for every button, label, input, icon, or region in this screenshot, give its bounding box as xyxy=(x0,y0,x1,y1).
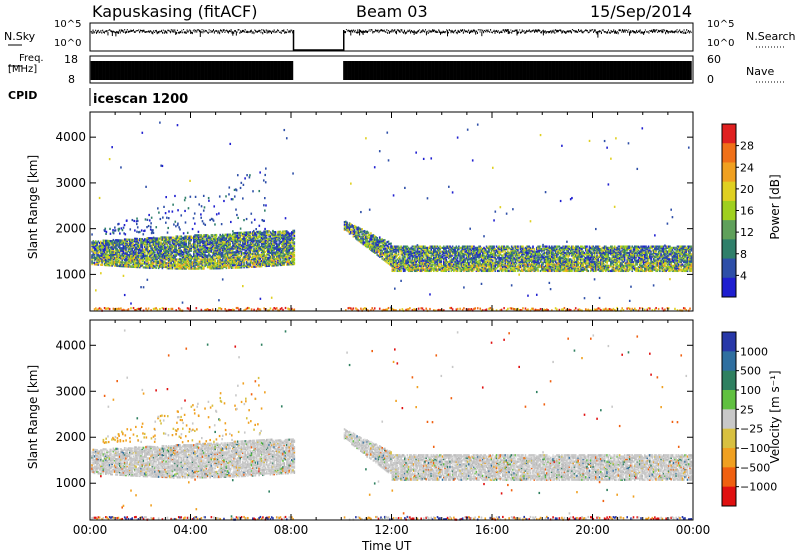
power-colorbar-segment-4 xyxy=(722,200,736,221)
velocity-colorbar-segment-1 xyxy=(722,351,736,372)
velocity-colorbar-segment-0 xyxy=(722,332,736,352)
nsearch-tick-top: 10^5 xyxy=(707,19,735,30)
velocity-ytick-label-3: 4000 xyxy=(55,338,86,352)
station-title: Kapuskasing (fitACF) xyxy=(92,2,258,21)
velocity-colorbar-segment-7 xyxy=(722,467,736,488)
power-colorbar-segment-5 xyxy=(722,220,736,240)
power-ytick-label-3: 4000 xyxy=(55,130,86,144)
power-colorbar-segment-8 xyxy=(722,277,736,298)
power-echoes xyxy=(91,121,693,312)
power-colorbar-tick-label-5: 24 xyxy=(740,161,754,174)
x-tick-label-0: 00:00 xyxy=(73,523,108,537)
velocity-colorbar-tick-label-6: −500 xyxy=(740,461,770,474)
velocity-colorbar-tick-label-3: 25 xyxy=(740,403,754,416)
nsky-tick-bottom: 10^0 xyxy=(54,38,82,49)
velocity-ytick-label-0: 1000 xyxy=(55,476,86,490)
velocity-colorbar-segment-8 xyxy=(722,486,736,507)
power-panel-bg xyxy=(90,112,693,311)
freq-unit: [MHz] xyxy=(8,64,38,75)
power-colorbar-tick-label-4: 20 xyxy=(740,183,754,196)
power-colorbar-tick-label-0: 4 xyxy=(740,269,747,282)
power-colorbar-tick-label-6: 28 xyxy=(740,140,754,153)
x-tick-label-5: 20:00 xyxy=(575,523,610,537)
x-axis-label: Time UT xyxy=(362,539,412,553)
power-colorbar-tick-label-3: 16 xyxy=(740,205,754,218)
power-colorbar-segment-0 xyxy=(722,124,736,144)
power-colorbar-segment-6 xyxy=(722,239,736,260)
date-title: 15/Sep/2014 xyxy=(590,2,693,21)
x-tick-label-6: 00:00 xyxy=(676,523,711,537)
power-ytick-label-0: 1000 xyxy=(55,267,86,281)
velocity-colorbar-tick-label-1: 500 xyxy=(740,365,761,378)
nsearch-tick-bottom: 10^0 xyxy=(707,38,735,49)
velocity-colorbar-segment-5 xyxy=(722,428,736,449)
velocity-colorbar-segment-3 xyxy=(722,390,736,410)
power-colorbar-segment-7 xyxy=(722,258,736,279)
power-colorbar-tick-label-2: 12 xyxy=(740,226,754,239)
cpid-value: icescan 1200 xyxy=(93,92,189,107)
nsearch-label: N.Search xyxy=(746,30,796,43)
velocity-colorbar-tick-label-7: −1000 xyxy=(740,481,777,494)
nsky-panel-trace xyxy=(90,29,692,38)
velocity-colorbar-tick-label-4: −25 xyxy=(740,423,763,436)
nsky-panel-frame xyxy=(89,22,694,52)
nsky-label: N.Sky xyxy=(4,30,36,43)
velocity-colorbar-tick-label-5: −100 xyxy=(740,442,770,455)
velocity-colorbar-segment-4 xyxy=(722,409,736,430)
nave-tick-bottom: 0 xyxy=(707,73,714,86)
cpid-label: CPID xyxy=(8,89,38,102)
freq-panel-frame xyxy=(89,55,694,84)
velocity-colorbar-tick-label-0: 1000 xyxy=(740,345,768,358)
x-tick-label-4: 16:00 xyxy=(475,523,510,537)
power-ytick-label-2: 3000 xyxy=(55,176,86,190)
nave-tick-top: 60 xyxy=(707,53,721,66)
power-colorbar-segment-1 xyxy=(722,143,736,163)
x-tick-label-1: 04:00 xyxy=(173,523,208,537)
velocity-panel-bg xyxy=(90,320,693,520)
x-tick-label-2: 08:00 xyxy=(274,523,309,537)
freq-panel-trace xyxy=(90,61,692,80)
x-tick-label-3: 12:00 xyxy=(374,523,409,537)
power-colorbar-segment-2 xyxy=(722,162,736,183)
power-ytick-label-1: 2000 xyxy=(55,222,86,236)
freq-tick-top: 18 xyxy=(64,53,78,66)
velocity-colorbar-tick-label-2: 100 xyxy=(740,384,761,397)
freq-label: Freq. xyxy=(19,53,44,64)
velocity-colorbar-segment-2 xyxy=(722,370,736,391)
velocity-ytick-label-1: 2000 xyxy=(55,430,86,444)
velocity-colorbar-frame xyxy=(721,331,737,507)
velocity-echoes xyxy=(91,329,693,521)
nave-label: Nave xyxy=(746,65,775,78)
power-colorbar-segment-3 xyxy=(722,181,736,202)
power-colorbar-tick-label-1: 8 xyxy=(740,248,747,261)
velocity-ytick-label-2: 3000 xyxy=(55,384,86,398)
velocity-colorbar-segment-6 xyxy=(722,448,736,468)
freq-tick-bottom: 8 xyxy=(68,73,75,86)
beam-title: Beam 03 xyxy=(356,2,428,21)
nsky-tick-top: 10^5 xyxy=(54,19,82,30)
